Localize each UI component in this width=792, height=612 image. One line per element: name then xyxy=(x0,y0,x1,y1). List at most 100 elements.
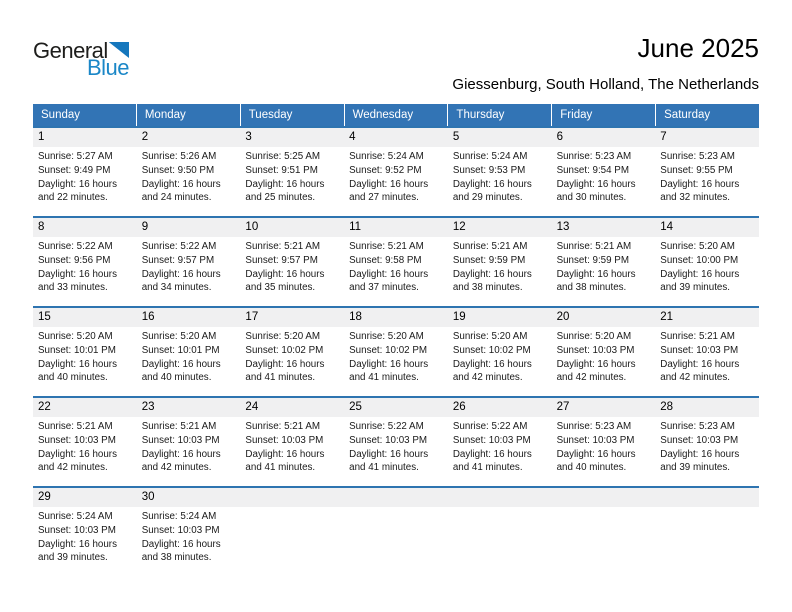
day-cell: Sunrise: 5:21 AM Sunset: 10:03 PM Daylight… xyxy=(137,417,241,486)
day-info-line: Sunset: 10:03 PM xyxy=(38,434,116,446)
day-cell: Sunrise: 5:24 AM Sunset: 9:53 PM Daylight:… xyxy=(448,147,552,216)
day-info-line: Daylight: 16 hours xyxy=(349,268,429,280)
day-info-line: Sunrise: 5:27 AM xyxy=(38,151,113,162)
day-info-line: and 32 minutes. xyxy=(660,192,730,204)
day-info-line: Sunset: 10:02 PM xyxy=(245,344,324,356)
day-info-line: Sunset: 9:58 PM xyxy=(349,254,422,266)
day-number-strip: 1 2 3 4 5 6 7 xyxy=(33,128,759,147)
day-cell: Sunrise: 5:21 AM Sunset: 9:58 PM Daylight:… xyxy=(344,237,448,306)
day-info-line: Daylight: 16 hours xyxy=(556,448,636,460)
day-info-line: Sunset: 10:01 PM xyxy=(38,344,116,356)
day-cell: Sunrise: 5:23 AM Sunset: 10:03 PM Daylight… xyxy=(552,417,656,486)
day-number: 26 xyxy=(452,401,466,413)
day-info-line: Daylight: 16 hours xyxy=(452,178,532,190)
day-info-line: Daylight: 16 hours xyxy=(38,268,117,280)
day-number: 22 xyxy=(38,401,51,413)
day-number: 15 xyxy=(38,311,51,323)
day-info-line: and 41 minutes. xyxy=(349,462,419,474)
day-cell: Sunrise: 5:21 AM Sunset: 9:59 PM Daylight:… xyxy=(448,237,552,306)
day-info-line: Sunrise: 5:21 AM xyxy=(38,421,113,432)
day-info-line: Daylight: 16 hours xyxy=(38,448,117,460)
day-info-line: Sunset: 9:56 PM xyxy=(38,254,111,266)
day-info-line: Sunset: 10:03 PM xyxy=(349,434,428,446)
day-info-line: Sunrise: 5:26 AM xyxy=(141,151,217,162)
day-info-line: Sunrise: 5:21 AM xyxy=(349,241,424,252)
day-cell: Sunrise: 5:24 AM Sunset: 10:03 PM Daylight… xyxy=(33,507,137,576)
day-info-line: Sunrise: 5:21 AM xyxy=(245,241,321,252)
day-info-line: and 39 minutes. xyxy=(660,462,730,474)
day-number: 12 xyxy=(452,221,466,233)
day-number: 18 xyxy=(349,311,362,323)
empty-day-number xyxy=(552,488,656,507)
day-number: 28 xyxy=(660,401,674,413)
day-info-line: Daylight: 16 hours xyxy=(556,268,636,280)
day-info-line: Sunrise: 5:22 AM xyxy=(141,241,217,252)
day-info-line: and 22 minutes. xyxy=(38,192,108,204)
day-info-line: Daylight: 16 hours xyxy=(349,358,429,370)
day-info-line: Sunrise: 5:20 AM xyxy=(245,331,321,342)
day-cell: Sunrise: 5:20 AM Sunset: 10:02 PM Daylight… xyxy=(240,327,344,396)
day-cell: Sunrise: 5:21 AM Sunset: 10:03 PM Daylight… xyxy=(240,417,344,486)
day-info-line: Daylight: 16 hours xyxy=(245,178,325,190)
day-info-line: Sunset: 10:03 PM xyxy=(556,344,635,356)
day-cell: Sunrise: 5:21 AM Sunset: 9:59 PM Daylight:… xyxy=(552,237,656,306)
day-cell: Sunrise: 5:22 AM Sunset: 10:03 PM Daylight… xyxy=(344,417,448,486)
page-title: June 2025 xyxy=(637,33,759,63)
day-info-line: and 40 minutes. xyxy=(141,372,212,384)
day-info-line: Sunrise: 5:24 AM xyxy=(141,511,217,522)
day-number: 8 xyxy=(38,221,45,233)
day-info-line: Daylight: 16 hours xyxy=(245,358,325,370)
day-info-line: Sunset: 9:59 PM xyxy=(556,254,629,266)
day-cell: Sunrise: 5:23 AM Sunset: 9:54 PM Daylight:… xyxy=(552,147,656,216)
day-number: 9 xyxy=(141,221,149,233)
day-cell: Sunrise: 5:20 AM Sunset: 10:03 PM Daylight… xyxy=(552,327,656,396)
day-info-line: and 38 minutes. xyxy=(141,552,212,564)
day-cell: Sunrise: 5:24 AM Sunset: 10:03 PM Daylight… xyxy=(137,507,241,576)
day-cell: Sunrise: 5:24 AM Sunset: 9:52 PM Daylight:… xyxy=(344,147,448,216)
day-info-line: and 35 minutes. xyxy=(245,282,316,294)
day-info-line: and 40 minutes. xyxy=(556,462,627,474)
day-cell: Sunrise: 5:22 AM Sunset: 9:56 PM Daylight:… xyxy=(33,237,137,306)
day-number: 16 xyxy=(141,311,155,323)
day-info-line: Sunset: 9:59 PM xyxy=(452,254,526,266)
day-info-line: Daylight: 16 hours xyxy=(245,448,325,460)
day-info-line: Sunrise: 5:24 AM xyxy=(38,511,113,522)
day-info-line: and 41 minutes. xyxy=(452,462,523,474)
day-info-line: Sunrise: 5:24 AM xyxy=(452,151,528,162)
day-info-line: Sunrise: 5:20 AM xyxy=(556,331,632,342)
day-content-strip: Sunrise: 5:22 AM Sunset: 9:56 PM Daylight:… xyxy=(33,237,759,306)
day-cell: Sunrise: 5:23 AM Sunset: 10:03 PM Daylight… xyxy=(655,417,759,486)
day-info-line: Sunrise: 5:22 AM xyxy=(38,241,113,252)
day-info-line: and 34 minutes. xyxy=(141,282,212,294)
day-info-line: Sunset: 9:57 PM xyxy=(245,254,318,266)
day-info-line: Sunrise: 5:21 AM xyxy=(452,241,528,252)
day-number: 7 xyxy=(660,131,667,143)
day-info-line: Sunrise: 5:20 AM xyxy=(38,331,113,342)
day-info-line: Sunset: 10:03 PM xyxy=(141,434,220,446)
day-cell: Sunrise: 5:26 AM Sunset: 9:50 PM Daylight:… xyxy=(137,147,241,216)
weekday-header-sunday: Sunday xyxy=(33,104,136,126)
day-info-line: Sunrise: 5:21 AM xyxy=(245,421,321,432)
day-info-line: Sunset: 9:52 PM xyxy=(349,164,422,176)
day-number-strip: 22 23 24 25 26 27 28 xyxy=(33,398,759,417)
day-info-line: and 39 minutes. xyxy=(38,552,108,564)
day-number: 13 xyxy=(556,221,570,233)
day-info-line: Sunset: 9:57 PM xyxy=(141,254,215,266)
day-info-line: Sunrise: 5:20 AM xyxy=(141,331,217,342)
day-info-line: Sunrise: 5:21 AM xyxy=(141,421,217,432)
day-info-line: Sunrise: 5:20 AM xyxy=(349,331,424,342)
day-info-line: Sunset: 10:03 PM xyxy=(660,344,739,356)
day-info-line: Daylight: 16 hours xyxy=(556,358,636,370)
day-info-line: Sunset: 10:03 PM xyxy=(556,434,635,446)
page-subtitle: Giessenburg, South Holland, The Netherla… xyxy=(452,76,759,93)
day-info-line: Sunset: 9:54 PM xyxy=(556,164,629,176)
day-info-line: Sunset: 9:55 PM xyxy=(660,164,733,176)
day-cell: Sunrise: 5:27 AM Sunset: 9:49 PM Daylight:… xyxy=(33,147,137,216)
day-number: 19 xyxy=(452,311,466,323)
week-row-2: 8 9 10 11 12 13 14 Sunrise: 5:22 AM Sunset: 9:56… xyxy=(33,216,759,306)
day-content-strip: Sunrise: 5:21 AM Sunset: 10:03 PM Daylight… xyxy=(33,417,759,486)
day-number: 10 xyxy=(245,221,259,233)
day-info-line: Daylight: 16 hours xyxy=(38,178,117,190)
empty-day-number xyxy=(655,488,759,507)
day-number: 3 xyxy=(245,131,252,143)
